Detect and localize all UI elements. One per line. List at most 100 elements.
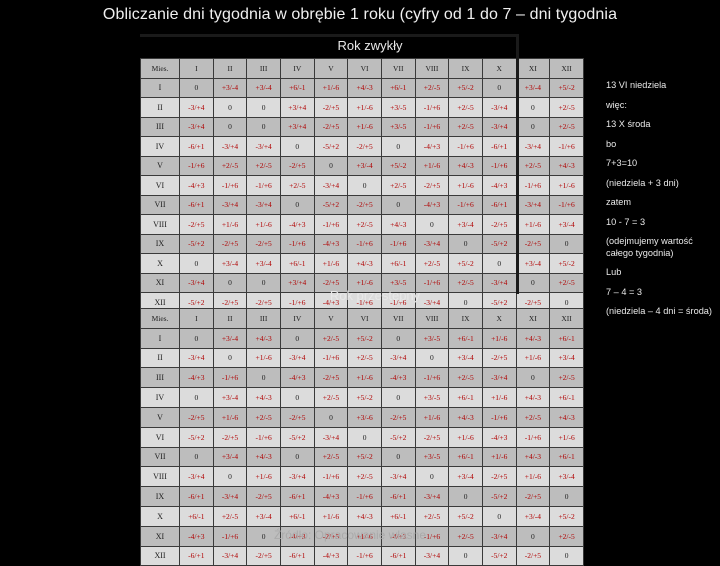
offset-cell: 0 xyxy=(515,272,551,293)
offset-cell: 0 xyxy=(313,155,349,176)
offset-cell: -2/+5 xyxy=(347,194,382,215)
offset-cell: +3/-4 xyxy=(246,253,281,274)
offset-cell: -1/+6 xyxy=(347,233,382,254)
offset-cell: -2/+5 xyxy=(246,545,281,566)
offset-cell: +5/-2 xyxy=(347,387,382,408)
offset-cell: +2/-5 xyxy=(347,466,382,488)
row-month-label: VIII xyxy=(140,214,180,235)
row-month-label: XI xyxy=(140,272,180,293)
offset-cell: -1/+6 xyxy=(313,214,349,235)
offset-cell: 0 xyxy=(515,367,551,389)
offset-cell: -6/+1 xyxy=(179,194,214,215)
table-row: VII -6/+1 -3/+4 -3/+4 0 -5/+2 -2/+5 0 -4/+3 -1/+6… xyxy=(140,194,584,215)
month-header-cell: III xyxy=(246,58,281,79)
offset-cell: +3/-4 xyxy=(515,253,551,274)
offset-cell: 0 xyxy=(179,253,214,274)
offset-cell: +1/-6 xyxy=(212,214,248,235)
offset-cell: -1/+6 xyxy=(481,155,517,176)
table-row: VI -4/+3 -1/+6 -1/+6 +2/-5 -3/+4 0 +2/-5 -2/+5 +1… xyxy=(140,175,584,196)
leap-year-label: Rok przestępny xyxy=(329,288,421,303)
month-header-cell: X xyxy=(481,308,517,329)
month-header-cell: III xyxy=(246,308,281,329)
offset-cell: +2/-5 xyxy=(380,175,416,196)
note-line: 10 - 7 = 3 xyxy=(606,216,646,227)
offset-cell: +1/-6 xyxy=(313,253,349,274)
offset-cell: -4/+3 xyxy=(481,426,517,448)
offset-cell: -3/+4 xyxy=(246,194,281,215)
month-header-cell: II xyxy=(212,58,248,79)
offset-cell: +2/-5 xyxy=(347,347,382,369)
table-row: II -3/+4 0 0 +3/+4 -2/+5 +1/-6 +3/-5 -1/+6 +2/-5-… xyxy=(140,97,584,118)
offset-cell: -3/+4 xyxy=(179,347,214,369)
offset-cell: +2/-5 xyxy=(313,387,349,408)
row-month-label: V xyxy=(140,406,180,428)
offset-cell: -3/+4 xyxy=(481,97,517,118)
offset-cell: +6/-1 xyxy=(279,505,315,527)
offset-cell: -6/+1 xyxy=(279,486,315,507)
offset-cell: -2/+5 xyxy=(481,347,517,369)
offset-cell: -2/+5 xyxy=(313,97,349,118)
month-header-cell: XII xyxy=(549,308,584,329)
offset-cell: +5/-2 xyxy=(549,253,584,274)
offset-cell: +4/-3 xyxy=(380,214,416,235)
row-month-label: IV xyxy=(140,387,180,408)
offset-cell: -2/+5 xyxy=(515,486,551,507)
offset-cell: -3/+4 xyxy=(414,233,450,254)
header-row: Mies. I II III IV V VI VII VIII IX X XI XII xyxy=(140,308,584,329)
month-header-cell: V xyxy=(313,58,349,79)
offset-cell: -2/+5 xyxy=(212,233,248,254)
offset-cell: +3/-4 xyxy=(212,327,248,349)
row-month-label: II xyxy=(140,97,180,118)
offset-cell: 0 xyxy=(212,97,248,118)
offset-cell: 0 xyxy=(279,387,315,408)
offset-cell: 0 xyxy=(380,446,416,468)
month-header-cell: I xyxy=(179,308,214,329)
table-row: I 0 +3/-4 +4/-3 0 +2/-5 +5/-2 0 +3/-5 +6/-1 +1/-6 +… xyxy=(140,327,584,349)
offset-cell: +3/-4 xyxy=(212,387,248,408)
note-line: (niedziela – 4 dni = środa) xyxy=(606,306,712,316)
offset-cell: +1/-6 xyxy=(515,214,551,235)
offset-cell: +3/-4 xyxy=(347,155,382,176)
offset-cell: +3/+4 xyxy=(279,116,315,137)
offset-cell: +2/-5 xyxy=(414,77,450,98)
offset-cell: -3/+4 xyxy=(481,525,517,547)
offset-cell: -6/+1 xyxy=(481,194,517,215)
table-row: IV 0 +3/-4 +4/-3 0 +2/-5 +5/-2 0 +3/-5 +6/-1 +1/-6… xyxy=(140,387,584,408)
offset-cell: +2/-5 xyxy=(448,97,483,118)
corner-header-cell: Mies. xyxy=(140,58,180,79)
offset-cell: -2/+5 xyxy=(515,292,551,313)
offset-cell: +1/-6 xyxy=(448,175,483,196)
offset-cell: +1/-6 xyxy=(481,387,517,408)
offset-cell: +6/-1 xyxy=(448,387,483,408)
offset-cell: +2/-5 xyxy=(549,272,584,293)
offset-cell: -3/+4 xyxy=(380,466,416,488)
offset-cell: +3/-5 xyxy=(380,97,416,118)
offset-cell: 0 xyxy=(481,253,517,274)
month-header-cell: IV xyxy=(279,308,315,329)
offset-cell: -4/+3 xyxy=(380,367,416,389)
offset-cell: -4/+3 xyxy=(313,545,349,566)
offset-cell: -2/+5 xyxy=(279,406,315,428)
offset-cell: 0 xyxy=(448,292,483,313)
offset-cell: +5/-2 xyxy=(380,155,416,176)
offset-cell: +4/-3 xyxy=(246,446,281,468)
note-line: (niedziela + 3 dni) xyxy=(606,177,679,188)
offset-cell: +1/-6 xyxy=(347,97,382,118)
row-marker-line xyxy=(140,34,519,37)
offset-cell: -4/+3 xyxy=(313,292,349,313)
row-month-label: VII xyxy=(140,194,180,215)
month-header-cell: IV xyxy=(279,58,315,79)
offset-cell: +1/-6 xyxy=(414,155,450,176)
offset-cell: -1/+6 xyxy=(380,233,416,254)
offset-cell: +3/-5 xyxy=(380,116,416,137)
offset-cell: -1/+6 xyxy=(313,466,349,488)
offset-cell: -4/+3 xyxy=(279,367,315,389)
offset-cell: 0 xyxy=(279,194,315,215)
offset-cell: +3/-4 xyxy=(212,77,248,98)
offset-cell: -5/+2 xyxy=(380,426,416,448)
row-month-label: XII xyxy=(140,292,180,313)
offset-cell: 0 xyxy=(246,97,281,118)
offset-cell: +2/-5 xyxy=(549,367,584,389)
offset-cell: 0 xyxy=(380,327,416,349)
offset-cell: 0 xyxy=(246,367,281,389)
